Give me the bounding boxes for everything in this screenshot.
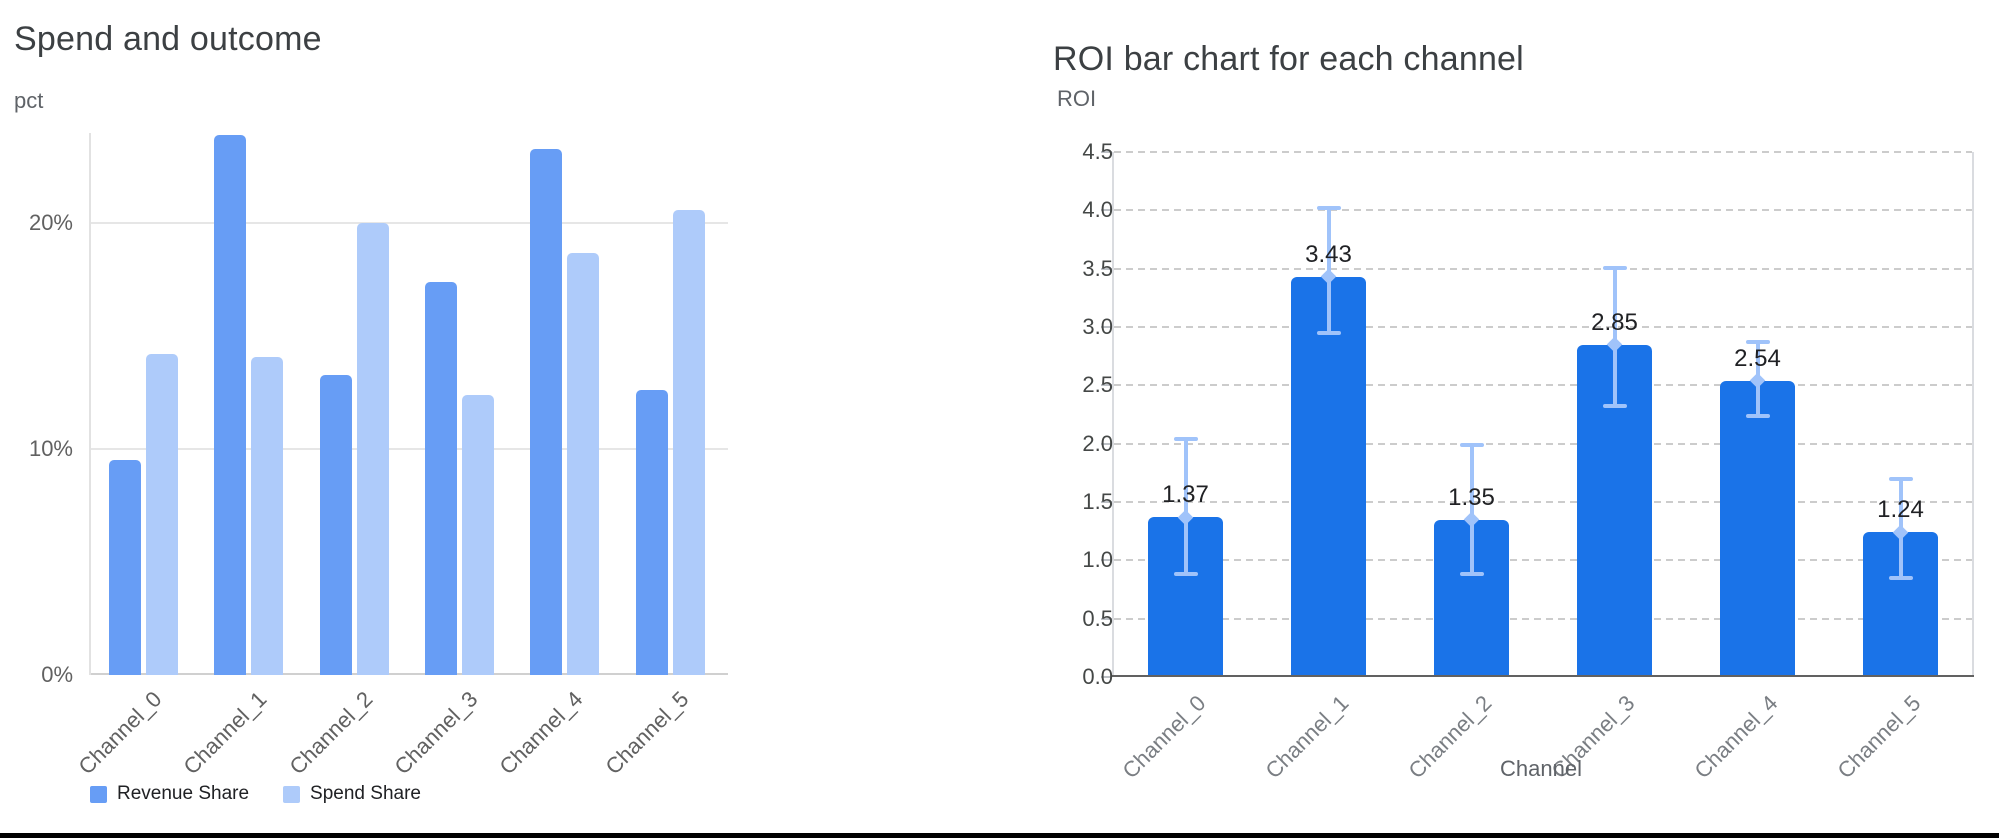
error-bar-cap-upper xyxy=(1459,442,1484,447)
gridline xyxy=(1114,384,1972,387)
x-axis-category-label: Channel_4 xyxy=(494,686,588,780)
error-bar-cap-lower xyxy=(1602,404,1627,409)
error-bar-cap-upper xyxy=(1173,437,1198,441)
x-axis-baseline xyxy=(1112,675,1974,677)
bar-roi[interactable] xyxy=(1291,276,1366,677)
bar-revenue-share[interactable] xyxy=(109,460,141,675)
bar-revenue-share[interactable] xyxy=(424,282,457,675)
x-axis-category-label: Channel_5 xyxy=(600,686,693,780)
gridline xyxy=(91,448,728,451)
y-axis-tick-label: 1.0 xyxy=(1082,547,1113,573)
x-axis-category-label: Channel_2 xyxy=(284,686,378,780)
x-axis-baseline xyxy=(91,673,728,675)
legend-item-revenue-share[interactable]: Revenue Share xyxy=(90,783,249,805)
legend-item-spend-share[interactable]: Spend Share xyxy=(283,783,421,805)
bottom-border xyxy=(0,833,1999,838)
gridline xyxy=(1114,209,1972,212)
error-bar-cap-lower xyxy=(1745,413,1770,418)
gridline xyxy=(1114,617,1972,620)
y-axis-tickmark xyxy=(1101,442,1112,445)
bar-spend-share[interactable] xyxy=(461,394,494,675)
y-axis-tick-label: 2.0 xyxy=(1082,430,1113,456)
bar-revenue-share[interactable] xyxy=(214,135,247,675)
gridline xyxy=(1114,151,1972,153)
bar-value-label: 1.35 xyxy=(1448,483,1495,511)
gridline xyxy=(1114,326,1972,328)
y-axis-tickmark xyxy=(1101,617,1112,620)
bar-revenue-share[interactable] xyxy=(530,148,563,675)
bar-spend-share[interactable] xyxy=(672,209,705,675)
bar-value-label: 3.43 xyxy=(1305,240,1352,268)
y-axis-tick-label: 4.0 xyxy=(1082,197,1113,223)
y-axis-tick-label: 20% xyxy=(28,210,73,236)
bar-spend-share[interactable] xyxy=(146,354,178,675)
bar-roi[interactable] xyxy=(1720,380,1795,677)
y-axis-title: pct xyxy=(14,88,44,113)
y-axis-title: ROI xyxy=(1057,86,1097,111)
error-bar-cap-upper xyxy=(1316,206,1341,210)
x-axis-category-label: Channel_3 xyxy=(389,686,483,780)
y-axis-tick-label: 4.5 xyxy=(1082,139,1113,164)
bar-revenue-share[interactable] xyxy=(635,390,668,675)
x-axis-category-label: Channel_0 xyxy=(73,686,167,780)
error-bar-cap-lower xyxy=(1173,572,1198,577)
y-axis-tick-label: 3.5 xyxy=(1082,255,1113,281)
y-axis-tickmark xyxy=(1101,384,1112,387)
y-axis-tick-label: 2.5 xyxy=(1082,372,1113,398)
legend-label: Spend Share xyxy=(310,783,421,804)
y-axis-tickmark xyxy=(1101,209,1112,212)
bar-spend-share[interactable] xyxy=(356,223,389,675)
y-axis-tick-label: 0.5 xyxy=(1082,605,1113,631)
bar-value-label: 1.24 xyxy=(1877,496,1924,524)
error-bar-cap-upper xyxy=(1888,476,1913,481)
y-axis-tick-label: 10% xyxy=(28,436,73,462)
roi-chart: ROI bar chart for each channel ROI 1.37 3… xyxy=(1040,0,1999,833)
y-axis-tick-label: 1.5 xyxy=(1082,489,1113,514)
legend-swatch xyxy=(283,785,301,803)
gridline xyxy=(1114,267,1972,270)
y-axis-tickmark xyxy=(1101,559,1112,562)
gridline xyxy=(1114,501,1972,503)
y-axis-tickmark xyxy=(1101,151,1112,153)
y-axis-tickmark xyxy=(1101,676,1112,678)
chart-title: Spend and outcome xyxy=(14,20,322,58)
spend-outcome-chart: Spend and outcome pct Channel_0 Channel_1… xyxy=(0,0,740,833)
y-axis-tick-label: 0% xyxy=(41,662,73,687)
x-axis-title: Channel xyxy=(1500,756,1582,781)
error-bar-cap-upper xyxy=(1745,340,1770,345)
bar-revenue-share[interactable] xyxy=(319,374,352,675)
error-bar-cap-upper xyxy=(1602,265,1627,270)
error-bar-cap-lower xyxy=(1459,572,1484,577)
legend-label: Revenue Share xyxy=(117,783,250,804)
error-bar-cap-lower xyxy=(1316,330,1341,335)
error-bar-cap-lower xyxy=(1888,575,1913,580)
bar-spend-share[interactable] xyxy=(567,252,600,675)
legend-swatch xyxy=(90,785,107,803)
gridline xyxy=(1114,442,1972,445)
y-axis-tickmark xyxy=(1101,267,1112,270)
y-axis-tickmark xyxy=(1101,326,1112,328)
plot-area: Channel_0 Channel_1 Channel_2 Channel_3 Chan… xyxy=(74,133,728,779)
y-axis-tick-label: 0.0 xyxy=(1082,664,1113,689)
chart-title: ROI bar chart for each channel xyxy=(1053,40,1524,78)
y-axis-tickmark xyxy=(1101,501,1112,503)
legend: Revenue Share Spend Share xyxy=(90,783,421,805)
bar-value-label: 2.54 xyxy=(1734,344,1781,372)
error-bar-stem xyxy=(1183,439,1188,575)
gridline xyxy=(91,222,728,225)
plot-area: 1.37 3.43 1.35 2.85 2.54 1.24 Channel_0 Channel… xyxy=(1101,151,1974,783)
error-bar-stem xyxy=(1469,444,1474,575)
y-axis-tick-label: 3.0 xyxy=(1082,314,1113,339)
bar-value-label: 2.85 xyxy=(1591,308,1638,336)
bar-value-label: 1.37 xyxy=(1162,481,1209,509)
bar-spend-share[interactable] xyxy=(251,356,284,675)
gridline xyxy=(1114,559,1972,562)
x-axis-category-label: Channel_1 xyxy=(178,686,272,780)
